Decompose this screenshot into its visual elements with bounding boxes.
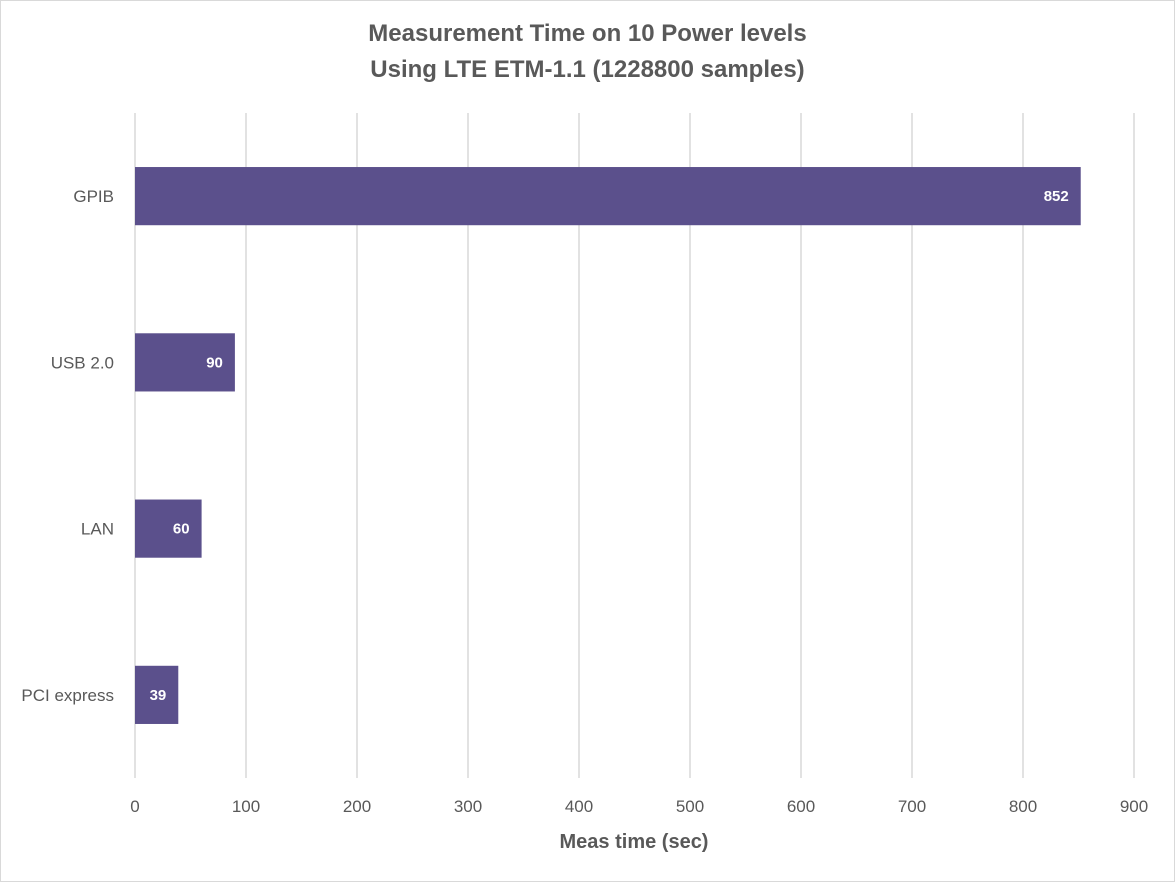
x-axis-title: Meas time (sec) — [560, 831, 709, 853]
x-tick-label: 600 — [787, 797, 815, 816]
category-label: USB 2.0 — [51, 353, 114, 372]
x-tick-labels: 0 100 200 300 400 500 600 700 800 900 — [130, 797, 1148, 816]
data-label: 60 — [173, 521, 190, 538]
bar-pci-express — [135, 665, 179, 724]
x-tick-label: 300 — [454, 797, 482, 816]
chart-subtitle: Using LTE ETM-1.1 (1228800 samples) — [370, 56, 805, 83]
bar-gpib — [135, 167, 1081, 226]
data-label: 90 — [206, 354, 223, 371]
x-tick-label: 200 — [343, 797, 371, 816]
x-tick-label: 0 — [130, 797, 139, 816]
data-label: 39 — [150, 687, 167, 704]
category-label: PCI express — [21, 686, 114, 705]
chart-title: Measurement Time on 10 Power levels — [368, 20, 807, 47]
x-tick-label: 700 — [898, 797, 926, 816]
bar-lan — [135, 499, 202, 558]
x-tick-label: 500 — [676, 797, 704, 816]
category-label: GPIB — [73, 187, 114, 206]
category-labels: GPIB USB 2.0 LAN PCI express — [21, 187, 114, 705]
data-label: 852 — [1044, 188, 1069, 205]
x-tick-label: 400 — [565, 797, 593, 816]
category-label: LAN — [81, 520, 114, 539]
x-tick-label: 100 — [232, 797, 260, 816]
x-tick-label: 900 — [1120, 797, 1148, 816]
bars: 852 90 60 39 — [135, 167, 1081, 724]
bar-usb-2-0 — [135, 333, 235, 392]
x-tick-label: 800 — [1009, 797, 1037, 816]
